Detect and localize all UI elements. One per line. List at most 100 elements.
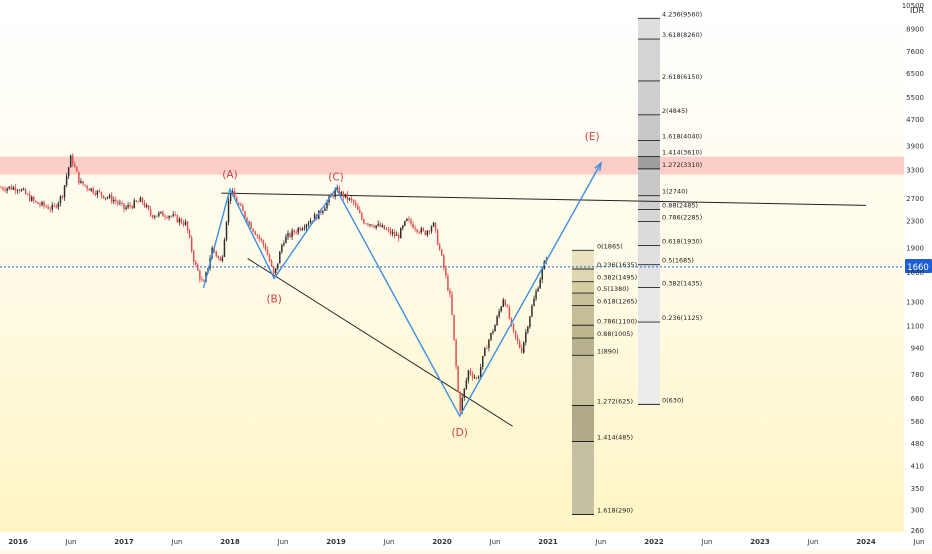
labels-layer: (A) (B) (C) (D) (E) — [222, 131, 599, 439]
candle-body — [324, 208, 326, 211]
candle-body — [531, 305, 533, 317]
candle-body — [178, 218, 181, 223]
price-tick-label: 1900 — [906, 245, 924, 253]
candle-body — [203, 280, 205, 282]
candle-body — [486, 347, 488, 349]
candle-body — [135, 200, 138, 202]
candle-body — [295, 232, 297, 234]
price-tick-label: 1600 — [906, 269, 924, 277]
candle-body — [340, 191, 343, 195]
candle-body — [504, 299, 507, 306]
fib-right-level-label: 0(630) — [662, 396, 684, 404]
time-tick-label: 2021 — [538, 538, 558, 546]
candle-body — [166, 217, 168, 218]
candle-body — [10, 186, 12, 190]
candle-body — [88, 188, 90, 191]
candle-body — [414, 228, 416, 230]
candle-body — [184, 221, 187, 225]
resistance-zone — [0, 156, 904, 175]
fib-left-band — [572, 293, 594, 306]
candle-body — [24, 189, 27, 194]
candle-body — [39, 204, 41, 206]
candle-body — [459, 391, 461, 412]
candle-body — [359, 209, 361, 214]
candle-body — [332, 195, 334, 197]
time-tick-label: Jun — [277, 538, 289, 546]
time-tick-label: 2019 — [326, 538, 346, 546]
candle-body — [176, 215, 179, 223]
candle-body — [307, 223, 310, 225]
candle-body — [422, 228, 425, 231]
candle-body — [4, 189, 6, 191]
candle-body — [438, 244, 441, 250]
current-price-label: 1660 — [907, 263, 929, 273]
candle-body — [375, 225, 377, 228]
candle-body — [352, 200, 355, 203]
price-tick-label: 2700 — [906, 195, 924, 203]
candle-body — [383, 225, 386, 230]
fib-left-level-label: 1.414(485) — [597, 433, 633, 441]
candle-body — [96, 190, 99, 195]
fib-right-band — [638, 114, 660, 141]
fib-right-level-label: 0.786(2285) — [662, 213, 702, 221]
candle-body — [387, 229, 390, 231]
time-tick-label: Jun — [489, 538, 501, 546]
price-tick-label: 410 — [911, 462, 924, 470]
time-tick-label: Jun — [701, 538, 713, 546]
axis-layer: IDR 1660 10500 8900 7600 6500 5500 4700 3900 33… — [8, 2, 932, 546]
candle-body — [494, 325, 496, 332]
candle-body — [285, 236, 287, 244]
fib-left-level-label: 1.618(290) — [597, 506, 633, 514]
candle-body — [41, 201, 43, 206]
candle-body — [482, 356, 484, 368]
candle-body — [527, 327, 529, 333]
wave-label: (C) — [328, 171, 344, 183]
candle-body — [309, 220, 312, 224]
candle-body — [281, 245, 283, 252]
candle-body — [190, 237, 193, 252]
candle-body — [303, 227, 306, 229]
candle-body — [506, 305, 509, 308]
candle-body — [525, 332, 527, 343]
time-tick-label: 2020 — [432, 538, 452, 546]
currency-label: IDR — [910, 6, 925, 15]
candle-body — [45, 205, 47, 207]
candle-body — [121, 202, 123, 204]
fib-left-level-label: 1(890) — [597, 347, 619, 355]
candle-body — [365, 223, 367, 225]
candle-body — [137, 201, 140, 203]
candle-body — [381, 225, 384, 227]
candle-body — [141, 197, 144, 203]
candle-body — [2, 187, 4, 190]
candle-body — [221, 256, 224, 261]
price-tick-label: 10500 — [902, 2, 924, 10]
price-tick-label: 660 — [911, 395, 924, 403]
current-price-badge — [905, 259, 932, 273]
candle-body — [523, 342, 525, 353]
candle-body — [76, 166, 78, 172]
candle-body — [182, 222, 185, 225]
candle-body — [119, 202, 121, 204]
price-tick-label: 260 — [911, 527, 924, 535]
candle-body — [311, 220, 314, 222]
wave-path — [202, 162, 602, 418]
candle-body — [186, 221, 189, 231]
candle-body — [469, 370, 472, 374]
candle-body — [299, 228, 302, 231]
candle-body — [115, 199, 117, 202]
candle-body — [22, 189, 25, 190]
candle-body — [108, 195, 111, 198]
candle-body — [229, 193, 232, 201]
candle-body — [279, 251, 281, 264]
candle-body — [369, 224, 371, 226]
candle-body — [520, 347, 523, 353]
candle-body — [31, 197, 33, 201]
candle-body — [461, 397, 463, 412]
candle-body — [447, 275, 449, 291]
candle-body — [250, 222, 252, 229]
candle-body — [453, 314, 455, 340]
candle-body — [266, 249, 269, 256]
wave-label: (D) — [452, 427, 468, 439]
wave-label: (A) — [222, 169, 237, 181]
time-tick-label: Jun — [171, 538, 183, 546]
